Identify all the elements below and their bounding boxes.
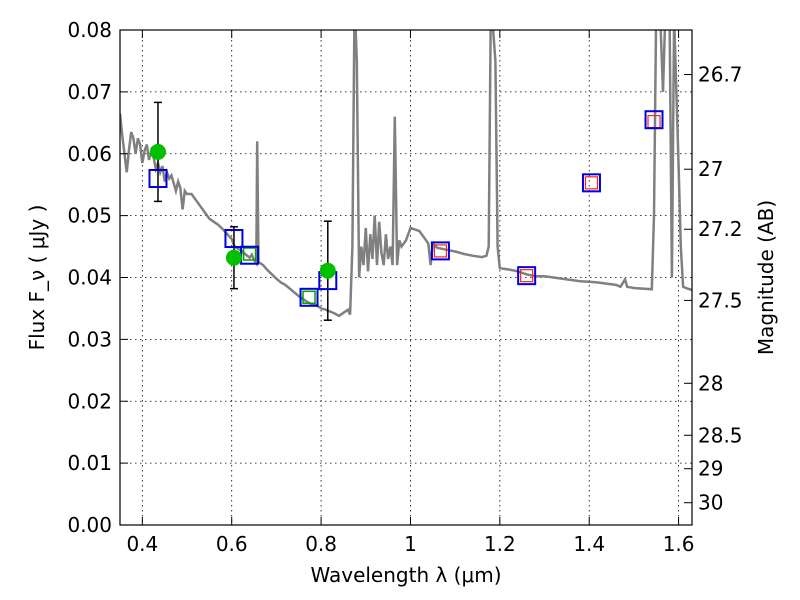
model-photometry-blue-marker [581, 173, 601, 193]
y-tick-label: 0.01 [67, 451, 112, 475]
right-tick-label: 26.7 [698, 63, 743, 87]
right-tick-label: 28.5 [698, 423, 743, 447]
y-tick-label: 0.07 [67, 80, 112, 104]
model-photometry-blue-marker [148, 169, 168, 188]
right-tick-label: 27.2 [698, 217, 743, 241]
right-tick-label: 27 [698, 157, 723, 181]
axis-ticks: 0.4 0.6 0.8 1 1.2 1.4 1.6 0.00 0.01 0.02 0.03 0.04 0… [67, 18, 742, 556]
model-photometry-green-marker [242, 247, 257, 261]
x-tick-label: 1 [404, 532, 417, 556]
sed-model-layer [120, 30, 692, 318]
y-tick-label: 0.03 [67, 327, 112, 351]
model-photometry-green-marker [302, 290, 316, 305]
model-photometry-blue-marker [299, 287, 319, 307]
model-photometry-blue-marker [517, 266, 537, 286]
sed-model-line [120, 30, 692, 318]
error-bars [153, 101, 332, 321]
observed-flux-point [225, 249, 242, 266]
x-axis-label: Wavelength λ (μm) [310, 563, 501, 587]
y-tick-label: 0.04 [67, 266, 112, 290]
y-axis-label-left-text: Flux F_ν ( μJy ) [25, 205, 49, 351]
model-photometry-blue-marker [644, 110, 664, 130]
x-tick-label: 1.6 [663, 532, 695, 556]
x-tick-label: 0.6 [216, 532, 248, 556]
y-tick-label: 0.08 [67, 18, 112, 42]
x-tick-label: 1.4 [573, 532, 605, 556]
model-photometry-red-marker [433, 244, 448, 258]
model-photometry-red-marker [584, 176, 599, 190]
observed-flux-point [149, 143, 166, 160]
right-tick-label: 28 [698, 371, 723, 395]
right-tick-label: 30 [698, 491, 723, 515]
photometry-markers [148, 110, 664, 307]
x-tick-label: 1.2 [484, 532, 516, 556]
grid-lines [120, 30, 692, 525]
y-tick-label: 0.02 [67, 389, 112, 413]
model-photometry-red-marker [520, 269, 534, 283]
y-tick-label: 0.06 [67, 142, 112, 166]
observed-flux-point [319, 262, 336, 279]
right-tick-label: 29 [698, 457, 723, 481]
y-tick-label: 0.05 [67, 204, 112, 228]
y-axis-label-left: Flux F_ν ( μJy ) [25, 205, 49, 351]
model-photometry-blue-marker [430, 241, 450, 261]
model-photometry-blue-marker [224, 229, 244, 249]
x-tick-label: 0.4 [126, 532, 158, 556]
right-tick-label: 27.5 [698, 288, 743, 312]
y-axis-label-right: Magnitude (AB) [754, 200, 778, 355]
x-tick-label: 0.8 [305, 532, 337, 556]
y-tick-label: 0.00 [67, 513, 112, 537]
